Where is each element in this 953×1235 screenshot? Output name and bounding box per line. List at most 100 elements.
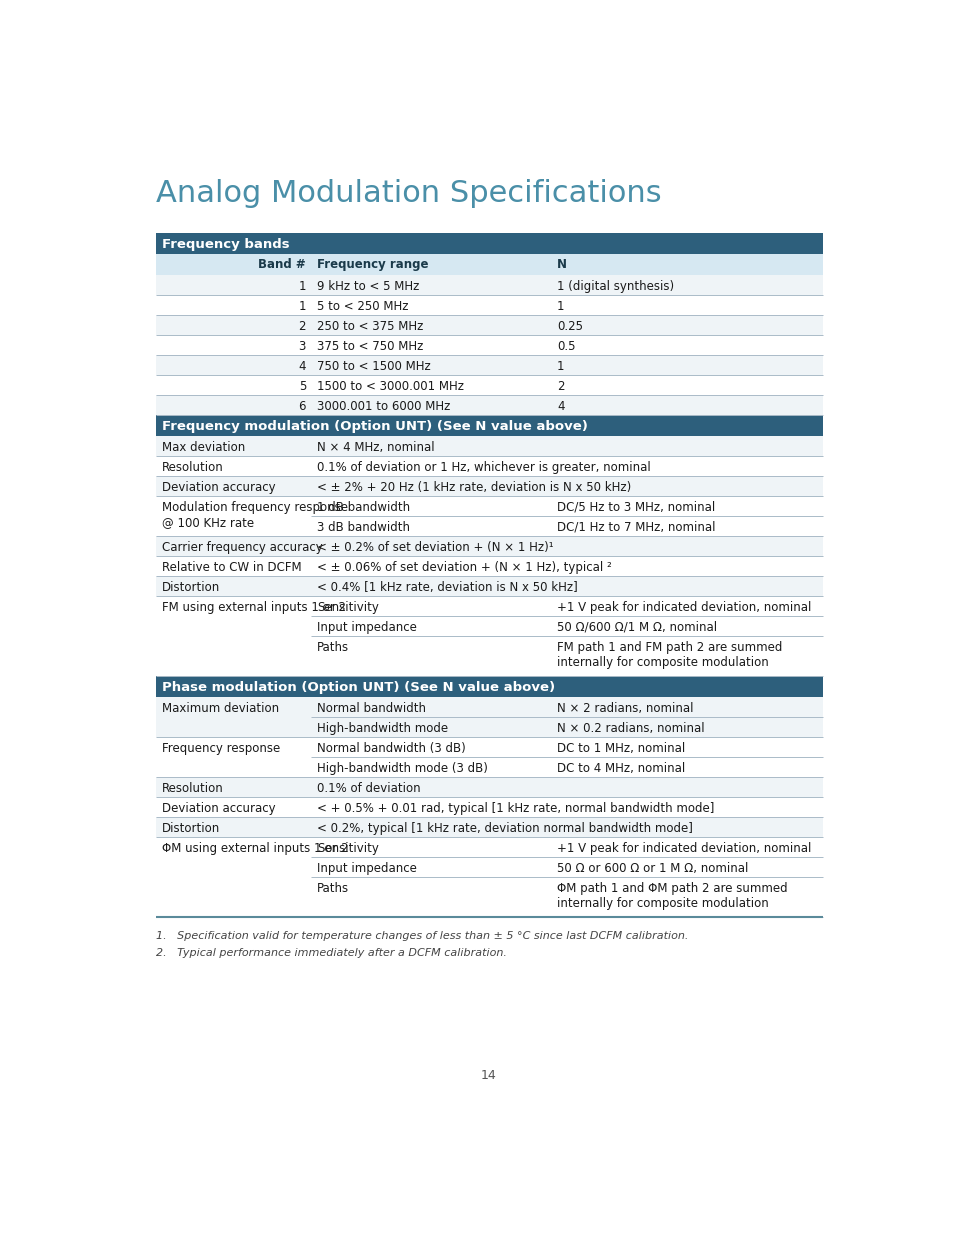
Text: < 0.2%, typical [1 kHz rate, deviation normal bandwidth mode]: < 0.2%, typical [1 kHz rate, deviation n… (316, 823, 692, 835)
Text: Frequency range: Frequency range (316, 258, 428, 272)
Text: DC/5 Hz to 3 MHz, nominal: DC/5 Hz to 3 MHz, nominal (557, 501, 715, 514)
Text: 5 to < 250 MHz: 5 to < 250 MHz (316, 300, 408, 312)
Text: Input impedance: Input impedance (316, 621, 416, 634)
Text: 250 to < 375 MHz: 250 to < 375 MHz (316, 320, 423, 333)
Text: Deviation accuracy: Deviation accuracy (162, 480, 275, 494)
Text: FM using external inputs 1 or 2: FM using external inputs 1 or 2 (162, 601, 346, 614)
Text: Resolution: Resolution (162, 782, 223, 795)
Text: Band #: Band # (258, 258, 306, 272)
Bar (156, 777, 822, 798)
Bar (156, 798, 822, 818)
Bar (156, 677, 822, 698)
Text: Normal bandwidth: Normal bandwidth (316, 701, 425, 715)
Text: Sensitivity: Sensitivity (316, 842, 378, 855)
Text: Distortion: Distortion (162, 823, 220, 835)
Text: 50 Ω or 600 Ω or 1 M Ω, nominal: 50 Ω or 600 Ω or 1 M Ω, nominal (557, 862, 748, 874)
Text: < + 0.5% + 0.01 rad, typical [1 kHz rate, normal bandwidth mode]: < + 0.5% + 0.01 rad, typical [1 kHz rate… (316, 802, 714, 815)
Text: Input impedance: Input impedance (316, 862, 416, 874)
Text: Deviation accuracy: Deviation accuracy (162, 802, 275, 815)
Text: Analog Modulation Specifications: Analog Modulation Specifications (156, 179, 661, 207)
Text: ΦM using external inputs 1 or 2: ΦM using external inputs 1 or 2 (162, 842, 348, 855)
Text: 4: 4 (298, 359, 306, 373)
Text: DC to 4 MHz, nominal: DC to 4 MHz, nominal (557, 762, 684, 774)
Text: N × 4 MHz, nominal: N × 4 MHz, nominal (316, 441, 434, 453)
Text: +1 V peak for indicated deviation, nominal: +1 V peak for indicated deviation, nomin… (557, 842, 811, 855)
Text: ΦM path 1 and ΦM path 2 are summed
internally for composite modulation: ΦM path 1 and ΦM path 2 are summed inter… (557, 882, 787, 910)
Text: < ± 0.2% of set deviation + (N × 1 Hz)¹: < ± 0.2% of set deviation + (N × 1 Hz)¹ (316, 541, 553, 555)
Bar (156, 698, 822, 737)
Bar (156, 477, 822, 496)
Text: 0.25: 0.25 (557, 320, 582, 333)
Text: 9 kHz to < 5 MHz: 9 kHz to < 5 MHz (316, 280, 418, 293)
Text: 6: 6 (298, 400, 306, 412)
Text: 3000.001 to 6000 MHz: 3000.001 to 6000 MHz (316, 400, 450, 412)
Text: 1: 1 (298, 280, 306, 293)
Bar (156, 818, 822, 837)
Text: < 0.4% [1 kHz rate, deviation is N x 50 kHz]: < 0.4% [1 kHz rate, deviation is N x 50 … (316, 580, 577, 594)
Text: 1: 1 (557, 359, 564, 373)
Text: Max deviation: Max deviation (162, 441, 245, 453)
Text: Maximum deviation: Maximum deviation (162, 701, 278, 715)
Text: N × 0.2 radians, nominal: N × 0.2 radians, nominal (557, 721, 704, 735)
Text: 0.1% of deviation: 0.1% of deviation (316, 782, 420, 795)
Text: 2: 2 (557, 380, 564, 393)
Text: 1: 1 (557, 300, 564, 312)
Bar (156, 577, 822, 597)
Text: Paths: Paths (316, 641, 349, 655)
Text: 1 dB bandwidth: 1 dB bandwidth (316, 501, 410, 514)
Bar (156, 275, 822, 295)
Text: 1: 1 (298, 300, 306, 312)
Text: 1.   Specification valid for temperature changes of less than ± 5 °C since last : 1. Specification valid for temperature c… (156, 931, 688, 941)
Text: Paths: Paths (316, 882, 349, 895)
Text: 375 to < 750 MHz: 375 to < 750 MHz (316, 340, 423, 353)
Text: < ± 2% + 20 Hz (1 kHz rate, deviation is N x 50 kHz): < ± 2% + 20 Hz (1 kHz rate, deviation is… (316, 480, 631, 494)
Text: N: N (557, 258, 566, 272)
Bar (156, 556, 822, 577)
Text: Distortion: Distortion (162, 580, 220, 594)
Text: FM path 1 and FM path 2 are summed
internally for composite modulation: FM path 1 and FM path 2 are summed inter… (557, 641, 781, 669)
Text: DC to 1 MHz, nominal: DC to 1 MHz, nominal (557, 742, 684, 755)
Text: < ± 0.06% of set deviation + (N × 1 Hz), typical ²: < ± 0.06% of set deviation + (N × 1 Hz),… (316, 561, 611, 574)
Text: Carrier frequency accuracy: Carrier frequency accuracy (162, 541, 322, 555)
Bar (156, 356, 822, 375)
Text: 1 (digital synthesis): 1 (digital synthesis) (557, 280, 674, 293)
Bar (156, 395, 822, 415)
Bar (156, 315, 822, 336)
Text: Resolution: Resolution (162, 461, 223, 474)
Text: 5: 5 (298, 380, 306, 393)
Text: Relative to CW in DCFM: Relative to CW in DCFM (162, 561, 301, 574)
Bar (156, 295, 822, 315)
Text: 3: 3 (298, 340, 306, 353)
Text: High-bandwidth mode: High-bandwidth mode (316, 721, 448, 735)
Text: 50 Ω/600 Ω/1 M Ω, nominal: 50 Ω/600 Ω/1 M Ω, nominal (557, 621, 717, 634)
Bar (156, 536, 822, 556)
Bar (156, 415, 822, 436)
Bar (156, 456, 822, 477)
Bar (156, 233, 822, 253)
Text: 0.5: 0.5 (557, 340, 575, 353)
Text: 2: 2 (298, 320, 306, 333)
Text: 750 to < 1500 MHz: 750 to < 1500 MHz (316, 359, 430, 373)
Text: N × 2 radians, nominal: N × 2 radians, nominal (557, 701, 693, 715)
Text: Normal bandwidth (3 dB): Normal bandwidth (3 dB) (316, 742, 465, 755)
Text: Sensitivity: Sensitivity (316, 601, 378, 614)
Text: 3 dB bandwidth: 3 dB bandwidth (316, 521, 410, 534)
Text: Modulation frequency response
@ 100 KHz rate: Modulation frequency response @ 100 KHz … (162, 501, 348, 529)
Bar (156, 837, 822, 918)
Text: DC/1 Hz to 7 MHz, nominal: DC/1 Hz to 7 MHz, nominal (557, 521, 715, 534)
Text: 1500 to < 3000.001 MHz: 1500 to < 3000.001 MHz (316, 380, 463, 393)
Text: 2.   Typical performance immediately after a DCFM calibration.: 2. Typical performance immediately after… (156, 948, 507, 958)
Text: High-bandwidth mode (3 dB): High-bandwidth mode (3 dB) (316, 762, 487, 774)
Bar (156, 597, 822, 677)
Text: 4: 4 (557, 400, 564, 412)
Text: 14: 14 (480, 1070, 497, 1082)
Text: 0.1% of deviation or 1 Hz, whichever is greater, nominal: 0.1% of deviation or 1 Hz, whichever is … (316, 461, 650, 474)
Bar (156, 375, 822, 395)
Text: Frequency bands: Frequency bands (162, 237, 289, 251)
Bar (156, 253, 822, 275)
Bar (156, 336, 822, 356)
Text: Frequency modulation (Option UNT) (See N value above): Frequency modulation (Option UNT) (See N… (162, 420, 587, 433)
Bar (156, 737, 822, 777)
Text: Phase modulation (Option UNT) (See N value above): Phase modulation (Option UNT) (See N val… (162, 680, 555, 694)
Bar (156, 436, 822, 456)
